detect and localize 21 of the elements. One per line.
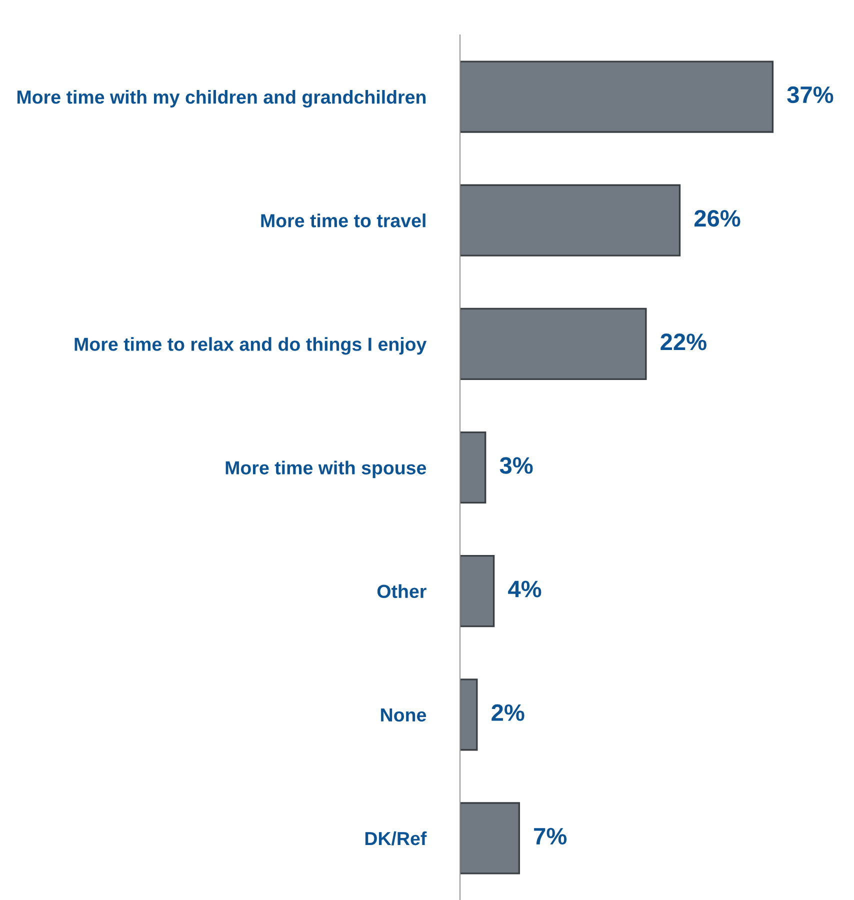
y-tick-label: More time to relax and do things I enjoy bbox=[74, 337, 427, 355]
bar bbox=[460, 555, 495, 628]
data-label: 3% bbox=[500, 457, 533, 474]
y-tick-label: None bbox=[381, 708, 426, 722]
bar bbox=[460, 184, 681, 256]
data-label: 22% bbox=[660, 334, 706, 350]
bar bbox=[460, 431, 486, 504]
y-tick-label: More time to travel bbox=[261, 214, 426, 228]
bar bbox=[460, 308, 647, 380]
data-label: 2% bbox=[492, 704, 524, 721]
bar bbox=[460, 60, 774, 133]
y-tick-label: More time with spouse bbox=[226, 460, 426, 478]
data-label: 37% bbox=[787, 86, 834, 104]
data-label: 4% bbox=[508, 580, 542, 598]
data-label: 7% bbox=[534, 828, 567, 845]
bar bbox=[460, 802, 520, 874]
data-label: 26% bbox=[694, 210, 740, 227]
y-tick-label: More time with my children and grandchildren bbox=[17, 90, 426, 108]
y-tick-label: Other bbox=[377, 584, 426, 598]
bar bbox=[460, 678, 478, 751]
y-tick-label: DK/Ref bbox=[365, 831, 427, 846]
